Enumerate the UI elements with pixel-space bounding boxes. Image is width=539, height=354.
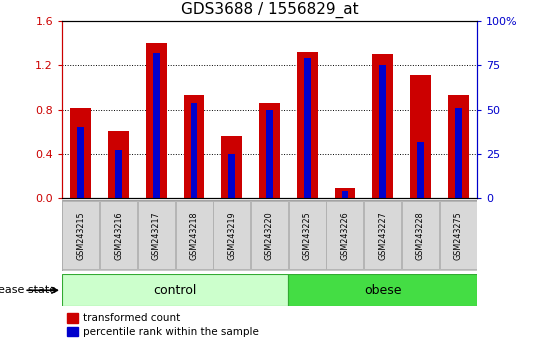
Bar <box>266 110 273 198</box>
Text: obese: obese <box>364 284 402 297</box>
Bar <box>288 274 477 306</box>
Text: GSM243218: GSM243218 <box>190 211 198 260</box>
Bar <box>417 142 424 198</box>
Bar <box>100 201 137 269</box>
Bar <box>222 136 242 198</box>
Text: disease state: disease state <box>0 285 57 295</box>
Bar <box>191 103 197 198</box>
Bar <box>455 108 461 198</box>
Bar <box>184 95 204 198</box>
Bar <box>138 201 175 269</box>
Bar <box>78 127 84 198</box>
Text: GSM243228: GSM243228 <box>416 211 425 260</box>
Bar <box>213 201 250 269</box>
Bar <box>229 154 235 198</box>
Bar <box>146 44 167 198</box>
Bar <box>71 108 91 198</box>
Bar <box>410 75 431 198</box>
Bar <box>342 191 348 198</box>
Text: GSM243227: GSM243227 <box>378 211 387 260</box>
Text: control: control <box>154 284 197 297</box>
Bar <box>448 95 468 198</box>
Text: GSM243216: GSM243216 <box>114 211 123 260</box>
Text: GSM243219: GSM243219 <box>227 211 236 260</box>
Bar <box>259 103 280 198</box>
Bar <box>108 131 129 198</box>
Bar <box>372 55 393 198</box>
Bar <box>289 201 326 269</box>
Bar <box>364 201 401 269</box>
Text: GSM243225: GSM243225 <box>303 211 312 260</box>
Bar <box>62 274 288 306</box>
Text: GSM243226: GSM243226 <box>341 211 349 260</box>
Bar <box>440 201 476 269</box>
Title: GDS3688 / 1556829_at: GDS3688 / 1556829_at <box>181 2 358 18</box>
Bar <box>115 150 122 198</box>
Text: GSM243220: GSM243220 <box>265 211 274 260</box>
Text: GSM243275: GSM243275 <box>454 211 462 260</box>
Bar <box>327 201 363 269</box>
Bar <box>63 201 99 269</box>
Text: GSM243215: GSM243215 <box>77 211 85 260</box>
Bar <box>402 201 439 269</box>
Bar <box>297 52 317 198</box>
Legend: transformed count, percentile rank within the sample: transformed count, percentile rank withi… <box>67 313 259 337</box>
Bar <box>379 65 386 198</box>
Bar <box>153 53 160 198</box>
Bar <box>304 58 310 198</box>
Bar <box>335 188 355 198</box>
Text: GSM243217: GSM243217 <box>152 211 161 260</box>
Bar <box>176 201 212 269</box>
Bar <box>251 201 288 269</box>
